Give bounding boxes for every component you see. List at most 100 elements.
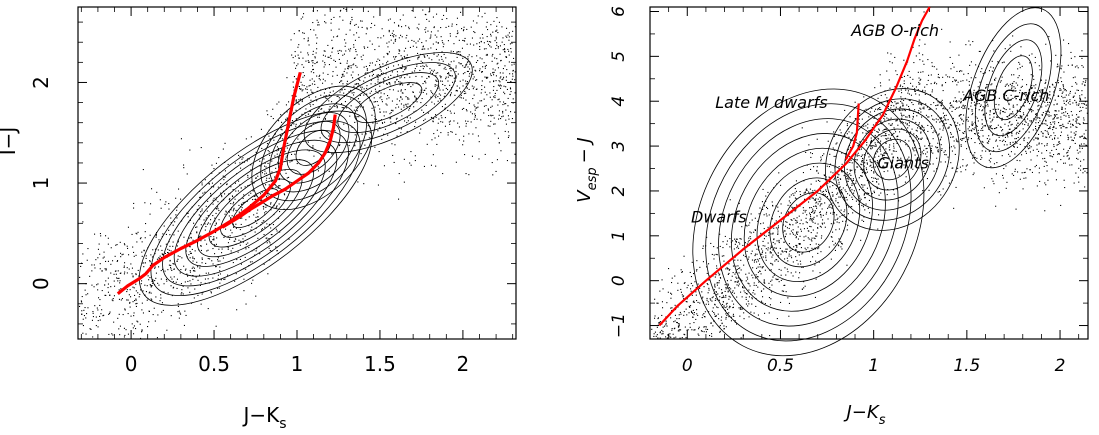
left-scatter-dot bbox=[382, 63, 384, 65]
left-scatter-dot bbox=[324, 50, 326, 52]
right-scatter-dot bbox=[897, 156, 899, 158]
left-scatter-dot bbox=[233, 207, 235, 209]
left-scatter-dot bbox=[495, 80, 497, 82]
right-scatter-dot bbox=[813, 218, 815, 220]
left-scatter-dot bbox=[416, 82, 418, 84]
left-scatter-dot bbox=[391, 71, 393, 73]
right-scatter-dot bbox=[692, 309, 694, 311]
left-scatter-dot bbox=[472, 133, 474, 135]
left-scatter-dot bbox=[133, 312, 135, 314]
right-scatter-dot bbox=[921, 151, 923, 153]
right-scatter-dot bbox=[1047, 101, 1049, 103]
right-scatter-dot bbox=[1068, 115, 1070, 117]
right-scatter-dot bbox=[726, 243, 728, 245]
left-scatter-dot bbox=[198, 214, 200, 216]
right-scatter-dot bbox=[785, 251, 787, 253]
left-scatter-dot bbox=[165, 201, 167, 203]
left-scatter-dot bbox=[154, 266, 156, 268]
left-scatter-dot bbox=[280, 114, 282, 116]
right-scatter-dot bbox=[923, 127, 925, 129]
right-scatter-dot bbox=[1036, 155, 1038, 157]
left-scatter-dot bbox=[288, 238, 290, 240]
left-scatter-dot bbox=[149, 261, 151, 263]
left-scatter-dot bbox=[250, 136, 252, 138]
left-scatter-dot bbox=[370, 137, 372, 139]
right-scatter-dot bbox=[716, 284, 718, 286]
left-scatter-dot bbox=[152, 282, 154, 284]
right-scatter-dot bbox=[772, 249, 774, 251]
left-scatter-dot bbox=[162, 309, 164, 311]
left-scatter-dot bbox=[348, 91, 350, 93]
left-scatter-dot bbox=[197, 266, 199, 268]
left-scatter-dot bbox=[181, 220, 183, 222]
left-scatter-dot bbox=[401, 115, 403, 117]
left-scatter-dot bbox=[470, 26, 472, 28]
left-scatter-dot bbox=[93, 264, 95, 266]
right-scatter-dot bbox=[968, 40, 970, 42]
left-scatter-dot bbox=[465, 92, 467, 94]
left-scatter-dot bbox=[285, 172, 287, 174]
right-scatter-dot bbox=[824, 226, 826, 228]
left-scatter-dot bbox=[319, 79, 321, 81]
left-scatter-dot bbox=[168, 229, 170, 231]
left-scatter-dot bbox=[373, 109, 375, 111]
left-scatter-dot bbox=[126, 267, 128, 269]
right-scatter-dot bbox=[1046, 144, 1048, 146]
right-scatter-dot bbox=[807, 230, 809, 232]
right-scatter-dot bbox=[1051, 149, 1053, 151]
right-scatter-dot bbox=[1011, 133, 1013, 135]
right-scatter-dot bbox=[859, 149, 861, 151]
left-scatter-dot bbox=[418, 56, 420, 58]
right-scatter-dot bbox=[950, 146, 952, 148]
right-scatter-dot bbox=[953, 140, 955, 142]
right-scatter-dot bbox=[738, 272, 740, 274]
right-scatter-dot bbox=[1012, 35, 1014, 37]
right-scatter-dot bbox=[826, 165, 828, 167]
right-scatter-dot bbox=[1022, 123, 1024, 125]
left-scatter-dot bbox=[99, 263, 101, 265]
left-scatter-dot bbox=[418, 28, 420, 30]
left-scatter-dot bbox=[379, 75, 381, 77]
left-scatter-dot bbox=[201, 208, 203, 210]
left-scatter-dot bbox=[352, 77, 354, 79]
right-scatter-dot bbox=[718, 274, 720, 276]
right-scatter-dot bbox=[786, 227, 788, 229]
right-scatter-dot bbox=[1011, 86, 1013, 88]
left-scatter-dot bbox=[432, 16, 434, 18]
right-scatter-dot bbox=[762, 256, 764, 258]
right-scatter-dot bbox=[839, 196, 841, 198]
right-scatter-dot bbox=[1004, 136, 1006, 138]
right-scatter-dot bbox=[1017, 77, 1019, 79]
right-scatter-dot bbox=[1064, 162, 1066, 164]
right-scatter-dot bbox=[786, 221, 788, 223]
right-scatter-dot bbox=[816, 138, 818, 140]
right-scatter-dot bbox=[1075, 120, 1077, 122]
left-scatter-dot bbox=[148, 321, 150, 323]
right-scatter-dot bbox=[1022, 112, 1024, 114]
right-scatter-dot bbox=[819, 272, 821, 274]
right-scatter-dot bbox=[849, 194, 851, 196]
right-scatter-dot bbox=[696, 270, 698, 272]
left-scatter-dot bbox=[435, 114, 437, 116]
left-scatter-dot bbox=[117, 260, 119, 262]
right-scatter-dot bbox=[1047, 133, 1049, 135]
left-scatter-dot bbox=[383, 93, 385, 95]
left-scatter-dot bbox=[319, 74, 321, 76]
left-scatter-dot bbox=[231, 215, 233, 217]
right-scatter-dot bbox=[776, 240, 778, 242]
right-scatter-dot bbox=[887, 118, 889, 120]
left-scatter-dot bbox=[279, 231, 281, 233]
right-scatter-dot bbox=[772, 264, 774, 266]
left-scatter-dot bbox=[198, 237, 200, 239]
left-scatter-dot bbox=[103, 251, 105, 253]
left-scatter-dot bbox=[128, 268, 130, 270]
right-scatter-dot bbox=[1036, 115, 1038, 117]
left-scatter-dot bbox=[214, 224, 216, 226]
right-scatter-dot bbox=[870, 164, 872, 166]
right-scatter-dot bbox=[1056, 161, 1058, 163]
left-scatter-dot bbox=[364, 77, 366, 79]
right-scatter-dot bbox=[1020, 86, 1022, 88]
left-scatter-dot bbox=[444, 125, 446, 127]
left-scatter-dot bbox=[442, 42, 444, 44]
right-scatter-dot bbox=[1081, 50, 1083, 52]
